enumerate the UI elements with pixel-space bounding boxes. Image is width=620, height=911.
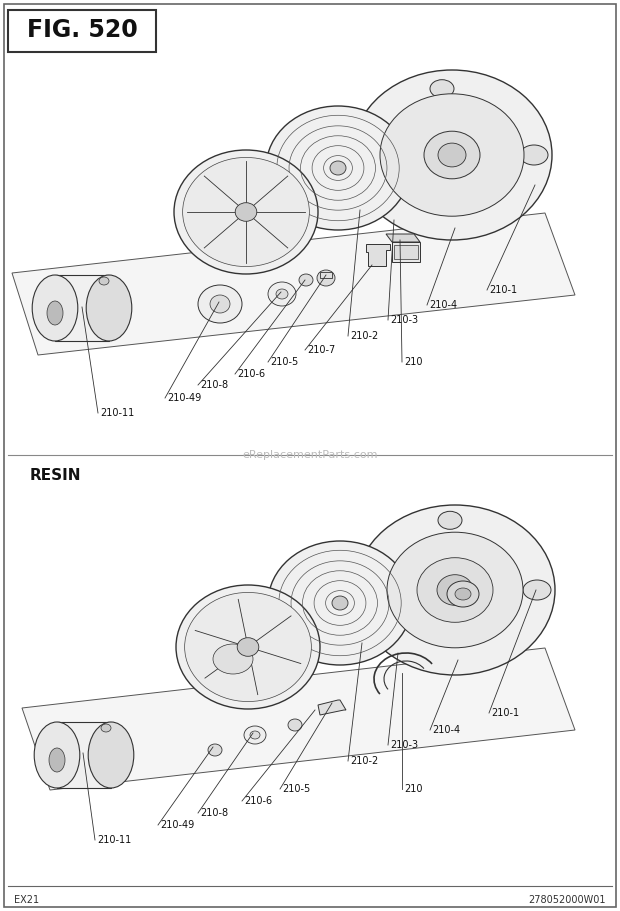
Ellipse shape (99, 277, 109, 285)
Ellipse shape (288, 719, 302, 731)
Ellipse shape (101, 724, 111, 732)
Ellipse shape (176, 585, 320, 709)
Ellipse shape (88, 722, 134, 788)
Ellipse shape (268, 282, 296, 306)
Ellipse shape (352, 70, 552, 240)
Text: 210-11: 210-11 (100, 408, 135, 418)
Ellipse shape (86, 275, 132, 341)
Ellipse shape (266, 106, 410, 230)
Polygon shape (318, 700, 346, 715)
Text: 210: 210 (404, 784, 422, 794)
Text: 210-6: 210-6 (237, 369, 265, 379)
Text: 210-4: 210-4 (429, 300, 457, 310)
Bar (394, 245, 418, 259)
Ellipse shape (299, 274, 313, 286)
Ellipse shape (185, 592, 311, 701)
Ellipse shape (438, 511, 462, 529)
Polygon shape (386, 234, 420, 242)
Text: 210-4: 210-4 (432, 725, 460, 735)
Bar (320, 272, 332, 278)
Text: 210-8: 210-8 (200, 808, 228, 818)
Ellipse shape (430, 79, 454, 97)
Ellipse shape (387, 532, 523, 648)
Text: 210-2: 210-2 (350, 331, 378, 341)
Text: 210: 210 (404, 357, 422, 367)
Ellipse shape (455, 588, 471, 600)
Ellipse shape (49, 748, 65, 772)
Ellipse shape (268, 541, 412, 665)
Ellipse shape (237, 638, 259, 656)
Text: 210-3: 210-3 (390, 315, 418, 325)
Text: 210-2: 210-2 (350, 756, 378, 766)
Ellipse shape (330, 161, 346, 175)
Polygon shape (57, 722, 111, 788)
Polygon shape (55, 275, 109, 341)
Ellipse shape (47, 301, 63, 325)
Text: 210-11: 210-11 (97, 835, 131, 845)
Text: 210-49: 210-49 (160, 820, 194, 830)
Ellipse shape (32, 275, 78, 341)
Ellipse shape (424, 131, 480, 179)
Ellipse shape (447, 581, 479, 607)
Bar (8, 10, 156, 52)
Text: 210-49: 210-49 (167, 393, 202, 403)
Text: 210-5: 210-5 (282, 784, 310, 794)
Ellipse shape (210, 295, 230, 313)
Text: 210-1: 210-1 (489, 285, 517, 295)
Ellipse shape (34, 722, 80, 788)
Ellipse shape (317, 270, 335, 286)
Text: 210-3: 210-3 (390, 740, 418, 750)
Text: 210-5: 210-5 (270, 357, 298, 367)
Ellipse shape (183, 158, 309, 267)
Text: 210-8: 210-8 (200, 380, 228, 390)
Text: EX21: EX21 (14, 895, 39, 905)
Polygon shape (12, 213, 575, 355)
Text: RESIN: RESIN (30, 467, 81, 483)
Polygon shape (22, 648, 575, 790)
Ellipse shape (355, 505, 555, 675)
Ellipse shape (213, 644, 253, 674)
Polygon shape (366, 244, 390, 266)
Ellipse shape (332, 596, 348, 610)
Ellipse shape (235, 203, 257, 221)
Text: eReplacementParts.com: eReplacementParts.com (242, 450, 378, 460)
Ellipse shape (438, 143, 466, 167)
Ellipse shape (174, 150, 318, 274)
Ellipse shape (437, 575, 473, 605)
Text: FIG. 520: FIG. 520 (27, 18, 138, 42)
Ellipse shape (208, 744, 222, 756)
Ellipse shape (276, 289, 288, 299)
Text: 210-6: 210-6 (244, 796, 272, 806)
Ellipse shape (380, 94, 524, 216)
Text: 210-1: 210-1 (491, 708, 519, 718)
Text: 210-7: 210-7 (307, 345, 335, 355)
Ellipse shape (244, 726, 266, 744)
Ellipse shape (520, 145, 548, 165)
Ellipse shape (250, 731, 260, 739)
Text: 278052000W01: 278052000W01 (528, 895, 606, 905)
Ellipse shape (417, 558, 493, 622)
Ellipse shape (523, 580, 551, 600)
Ellipse shape (198, 285, 242, 323)
Bar (392, 242, 420, 262)
